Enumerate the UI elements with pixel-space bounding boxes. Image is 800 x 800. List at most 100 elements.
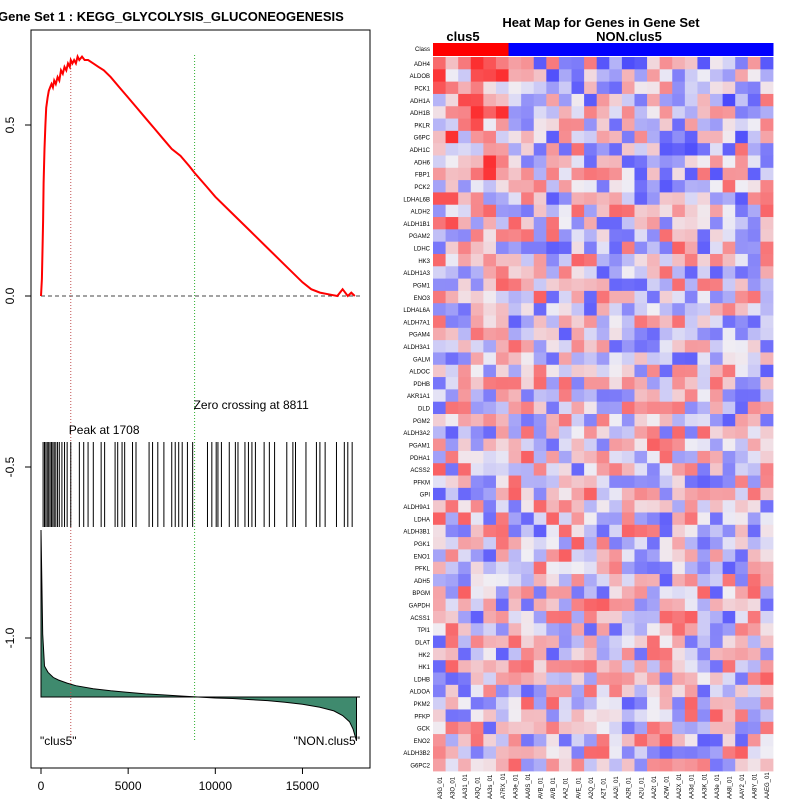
heatmap-cell (659, 143, 673, 156)
heatmap-cell (470, 364, 484, 378)
heatmap-cell (722, 204, 736, 218)
heatmap-cell (621, 512, 635, 526)
heatmap-cell (747, 389, 761, 403)
heatmap-cell (647, 167, 661, 181)
heatmap-cell (458, 81, 472, 95)
heatmap-cell (470, 204, 484, 218)
heatmap-cell (760, 635, 774, 649)
heatmap-cell (609, 130, 623, 144)
heatmap-cell (445, 93, 459, 107)
heatmap-cell (659, 290, 673, 304)
heatmap-cell (722, 438, 736, 452)
heatmap-cell (735, 561, 749, 575)
heatmap-cell (533, 549, 547, 563)
gene-label: ALDH9A1 (403, 505, 430, 511)
heatmap-cell (722, 377, 736, 390)
heatmap-cell (483, 697, 497, 710)
heatmap-cell (483, 561, 497, 575)
heatmap-cell (659, 167, 673, 181)
heatmap-cell (760, 143, 774, 156)
class-label-left: "clus5" (40, 734, 77, 748)
heatmap-cell (508, 574, 522, 587)
heatmap-cell (735, 69, 749, 83)
heatmap-cell (760, 278, 774, 292)
heatmap-cell (621, 697, 635, 710)
heatmap-cell (609, 204, 623, 218)
heatmap-cell (621, 130, 635, 144)
heatmap-cell (533, 426, 547, 440)
heatmap-cell (672, 684, 686, 698)
heatmap-cell (722, 106, 736, 119)
heatmap-cell (470, 377, 484, 390)
heatmap-cell (659, 303, 673, 316)
heatmap-cell (697, 266, 711, 279)
heatmap-cell (546, 69, 560, 83)
heatmap-cell (647, 155, 661, 169)
heatmap-cell (634, 463, 648, 476)
heatmap-cell (470, 143, 484, 156)
heatmap-cell (747, 401, 761, 415)
heatmap-cell (483, 118, 497, 132)
gene-label: DLD (418, 407, 431, 413)
heatmap-cell (508, 758, 522, 772)
heatmap-cell (697, 487, 711, 501)
sample-labels: A3G_01 A3O_01 AA31_01 A3Q_01 AA3s_01 A7RX_01 A… (438, 772, 771, 799)
heatmap-cell (596, 610, 610, 624)
sample-label: AVB_01 (551, 777, 557, 799)
heatmap-cell (634, 155, 648, 169)
heatmap-cell (533, 758, 547, 772)
heatmap-cell (571, 401, 585, 415)
x-tick-label: 10000 (199, 779, 233, 793)
heatmap-cell (571, 672, 585, 686)
heatmap-cell (609, 340, 623, 353)
heatmap-cell (571, 217, 585, 230)
heatmap-cell (659, 229, 673, 243)
heatmap-cell (735, 746, 749, 760)
heatmap-cell (470, 155, 484, 169)
heatmap-cell (747, 340, 761, 353)
heatmap-cell (458, 377, 472, 390)
heatmap-cell (710, 167, 724, 181)
heatmap-cell (621, 438, 635, 452)
heatmap-cell (495, 684, 509, 698)
heatmap-cell (521, 192, 535, 206)
heatmap-cell (584, 204, 598, 218)
heatmap-cell (445, 623, 459, 636)
heatmap-cell (672, 463, 686, 476)
heatmap-cell (546, 721, 560, 735)
gene-label: ENO2 (414, 739, 431, 745)
heatmap-cell (458, 414, 472, 427)
heatmap-cell (458, 721, 472, 735)
heatmap-cell (508, 143, 522, 156)
hit-marks (42, 442, 353, 527)
heatmap-cell (747, 303, 761, 316)
heatmap-cell (495, 81, 509, 95)
heatmap-cell (584, 167, 598, 181)
heatmap-cell (508, 450, 522, 464)
heatmap-cell (546, 118, 560, 132)
gene-label: GAPDH (409, 604, 430, 610)
heatmap-cell (672, 106, 686, 119)
sample-label: A2R_01 (627, 777, 633, 799)
heatmap-cell (722, 598, 736, 612)
heatmap-cell (571, 130, 585, 144)
heatmap-cell (735, 623, 749, 636)
enrichment-score-curve (40, 53, 356, 298)
heatmap-cell (710, 180, 724, 193)
heatmap-cell (760, 106, 774, 119)
heatmap-cell (546, 364, 560, 378)
heatmap-cell (495, 167, 509, 181)
heatmap-cell (533, 364, 547, 378)
heatmap-cell (659, 450, 673, 464)
heatmap-cell (710, 389, 724, 403)
heatmap-cell (521, 537, 535, 550)
heatmap-cell (533, 438, 547, 452)
heatmap-cell (672, 746, 686, 760)
heatmap-cell (521, 549, 535, 563)
heatmap-cell (571, 574, 585, 587)
heatmap-cell (697, 401, 711, 415)
heatmap-cell (760, 610, 774, 624)
heatmap-cell (495, 315, 509, 329)
heatmap-cell (722, 192, 736, 206)
sample-label: AA8l_01 (727, 776, 733, 799)
